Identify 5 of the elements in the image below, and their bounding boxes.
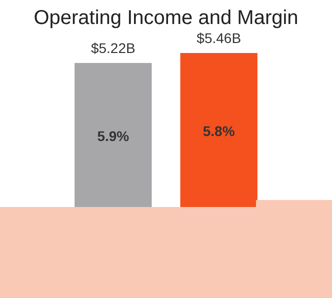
data-label: $5.22B	[90, 40, 136, 56]
chart-title: Operating Income and Margin	[34, 7, 298, 29]
data-label: $5.46B	[196, 30, 242, 46]
annotation: 5.8%	[202, 123, 236, 139]
annotation: 5.9%	[97, 128, 130, 144]
